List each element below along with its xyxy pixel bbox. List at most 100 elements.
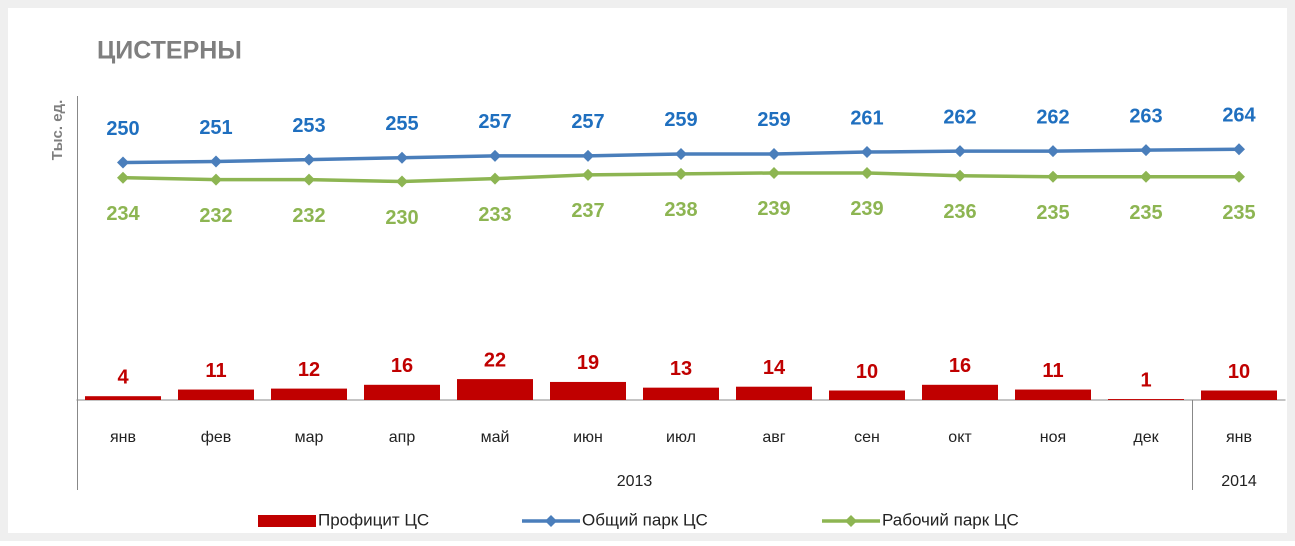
data-label: 233 bbox=[478, 204, 511, 226]
x-tick-label: май bbox=[481, 429, 510, 446]
data-label: 232 bbox=[199, 205, 232, 227]
bar bbox=[271, 388, 347, 400]
chart-area bbox=[8, 8, 1287, 533]
bar bbox=[829, 390, 905, 400]
marker bbox=[396, 151, 408, 164]
x-tick-label: дек bbox=[1133, 429, 1159, 446]
data-label: 251 bbox=[199, 117, 232, 139]
data-label: 235 bbox=[1036, 202, 1069, 224]
data-label: 264 bbox=[1222, 104, 1256, 126]
marker bbox=[210, 173, 222, 186]
data-label: 19 bbox=[577, 352, 599, 374]
marker bbox=[954, 145, 966, 158]
data-label: 237 bbox=[571, 200, 604, 222]
bar bbox=[736, 386, 812, 400]
data-label: 11 bbox=[1042, 360, 1063, 382]
data-label: 1 bbox=[1140, 369, 1151, 391]
data-label: 257 bbox=[571, 111, 604, 133]
data-label: 262 bbox=[1036, 106, 1069, 128]
marker bbox=[582, 149, 594, 162]
data-label: 232 bbox=[292, 205, 325, 227]
data-label: 238 bbox=[664, 199, 697, 221]
bar bbox=[85, 396, 161, 400]
bar bbox=[178, 389, 254, 400]
data-label: 14 bbox=[763, 357, 786, 379]
data-label: 16 bbox=[949, 355, 971, 377]
data-label: 262 bbox=[943, 106, 976, 128]
data-label: 255 bbox=[385, 113, 418, 135]
data-label: 259 bbox=[664, 109, 697, 131]
marker bbox=[117, 171, 129, 184]
x-tick-label: окт bbox=[948, 429, 972, 446]
data-label: 235 bbox=[1129, 202, 1162, 224]
data-label: 234 bbox=[106, 203, 140, 225]
legend-label: Рабочий парк ЦС bbox=[882, 510, 1019, 529]
marker bbox=[675, 147, 687, 160]
x-group-label: 2014 bbox=[1221, 473, 1257, 490]
legend-label: Общий парк ЦС bbox=[582, 510, 708, 529]
marker bbox=[1047, 145, 1059, 158]
x-tick-label: янв bbox=[1226, 429, 1252, 446]
marker bbox=[1047, 170, 1059, 183]
marker bbox=[210, 155, 222, 168]
data-label: 10 bbox=[1228, 361, 1250, 383]
x-tick-label: сен bbox=[854, 429, 880, 446]
data-label: 263 bbox=[1129, 105, 1162, 127]
marker bbox=[1233, 143, 1245, 156]
data-label: 259 bbox=[757, 109, 790, 131]
data-label: 235 bbox=[1222, 202, 1255, 224]
data-label: 13 bbox=[670, 358, 692, 380]
bar bbox=[364, 384, 440, 400]
data-label: 239 bbox=[850, 198, 883, 220]
x-tick-label: авг bbox=[762, 429, 785, 446]
legend-marker bbox=[545, 515, 557, 527]
data-label: 230 bbox=[385, 207, 418, 229]
data-label: 253 bbox=[292, 115, 325, 137]
data-label: 16 bbox=[391, 355, 413, 377]
marker bbox=[1233, 170, 1245, 183]
marker bbox=[768, 147, 780, 160]
chart-title: ЦИСТЕРНЫ bbox=[97, 37, 242, 65]
x-tick-label: апр bbox=[389, 429, 416, 446]
data-label: 250 bbox=[106, 118, 139, 140]
x-tick-label: июн bbox=[573, 429, 603, 446]
x-tick-label: янв bbox=[110, 429, 136, 446]
bar bbox=[643, 387, 719, 400]
data-label: 261 bbox=[850, 107, 883, 129]
data-label: 239 bbox=[757, 198, 790, 220]
marker bbox=[861, 146, 873, 159]
legend-swatch bbox=[258, 515, 316, 527]
marker bbox=[303, 173, 315, 186]
marker bbox=[117, 156, 129, 169]
y-axis-label: Тыс. ед. bbox=[49, 100, 66, 160]
data-label: 4 bbox=[117, 366, 129, 388]
marker bbox=[675, 167, 687, 180]
marker bbox=[954, 169, 966, 182]
data-label: 11 bbox=[205, 360, 226, 382]
bar bbox=[550, 381, 626, 400]
marker bbox=[396, 175, 408, 188]
marker bbox=[768, 166, 780, 179]
marker bbox=[489, 149, 501, 162]
marker bbox=[1140, 144, 1152, 157]
x-tick-label: ноя bbox=[1040, 429, 1066, 446]
marker bbox=[582, 168, 594, 181]
marker bbox=[1140, 170, 1152, 183]
data-label: 10 bbox=[856, 361, 878, 383]
x-tick-label: июл bbox=[666, 429, 696, 446]
marker bbox=[303, 153, 315, 166]
bar bbox=[1201, 390, 1277, 400]
x-tick-label: мар bbox=[295, 429, 324, 446]
marker bbox=[861, 166, 873, 179]
bar bbox=[457, 379, 533, 400]
data-label: 236 bbox=[943, 201, 976, 223]
data-label: 22 bbox=[484, 349, 506, 371]
x-tick-label: фев bbox=[201, 429, 232, 446]
bar bbox=[1015, 389, 1091, 400]
data-label: 257 bbox=[478, 111, 511, 133]
data-label: 12 bbox=[298, 359, 320, 381]
legend-label: Профицит ЦС bbox=[318, 510, 429, 529]
x-group-label: 2013 bbox=[617, 473, 653, 490]
bar bbox=[922, 384, 998, 400]
